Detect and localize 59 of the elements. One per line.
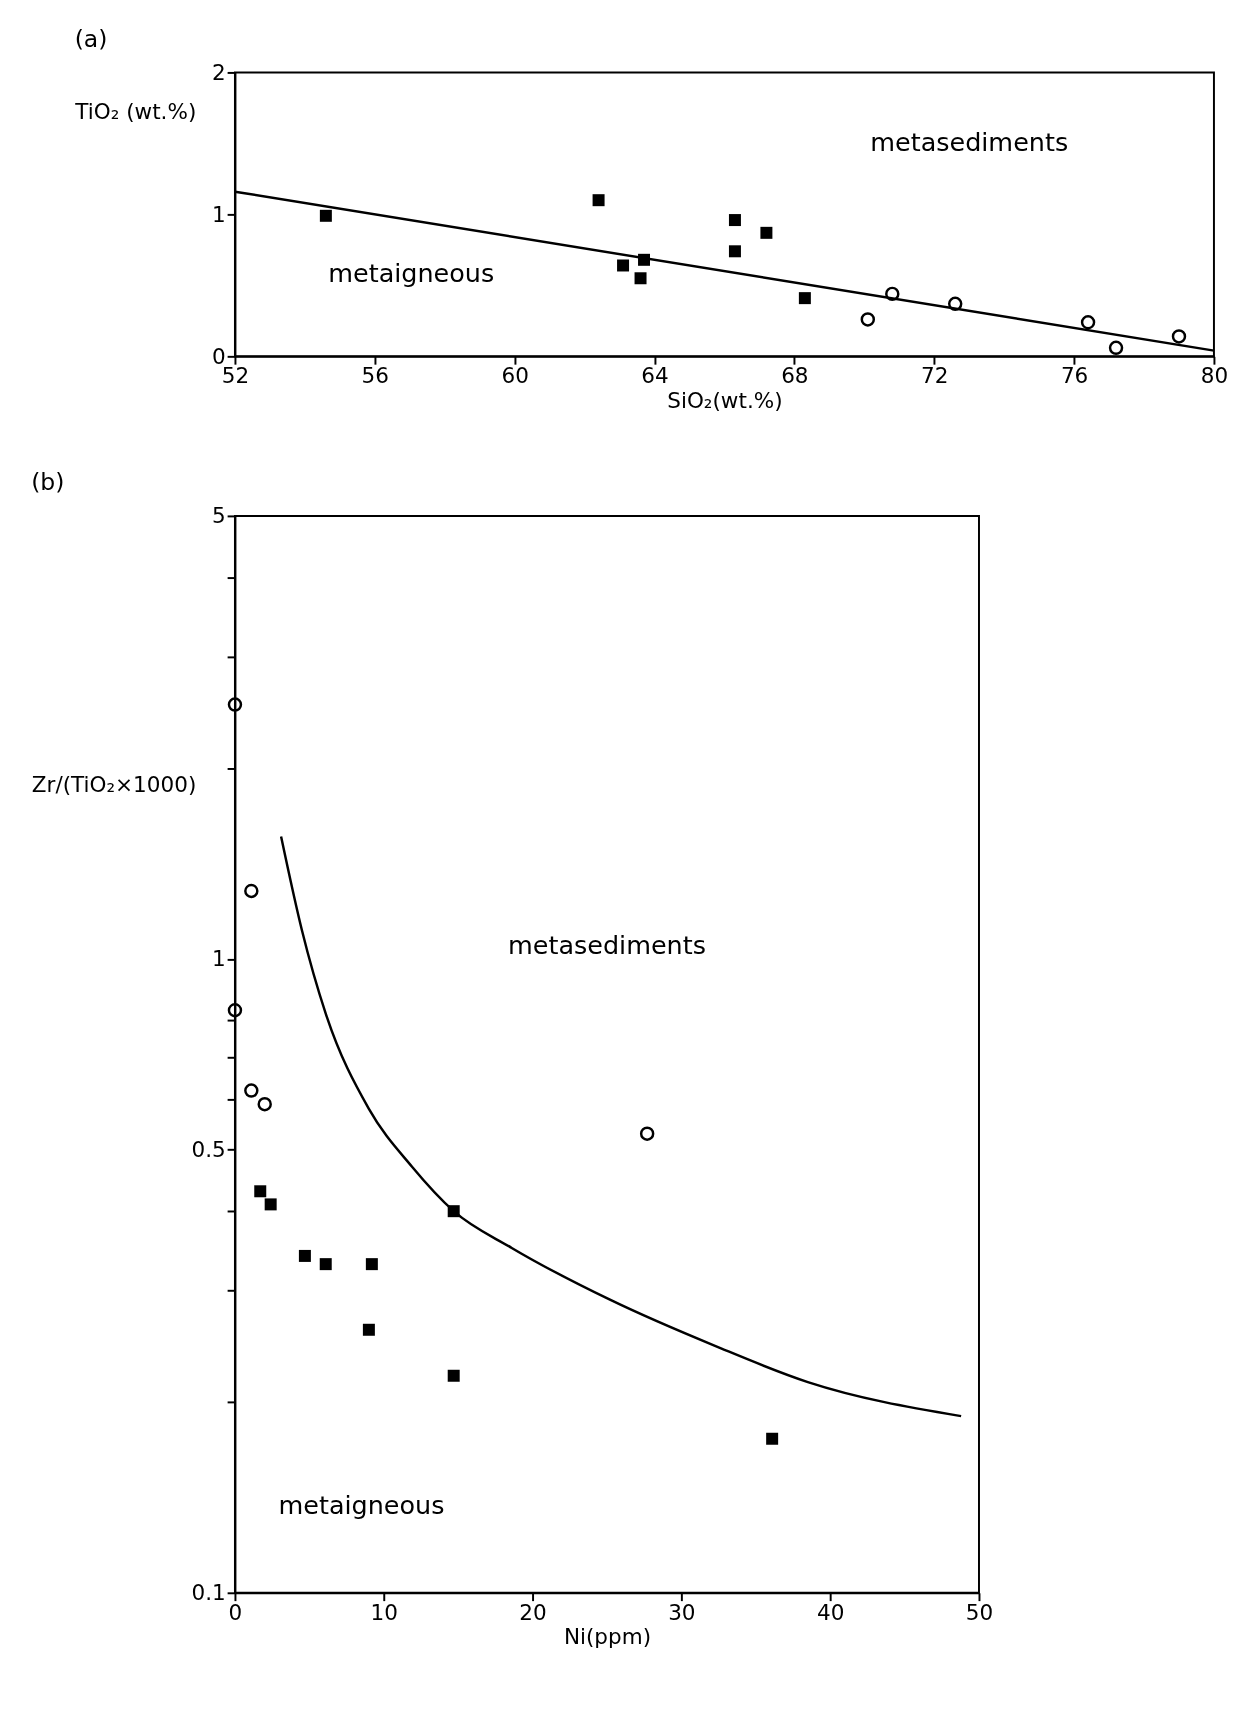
- y-tick-label: 1: [211, 201, 226, 227]
- point: [365, 1258, 378, 1271]
- point: [254, 1185, 267, 1198]
- point: [319, 209, 332, 222]
- x-tick-label: 56: [361, 363, 389, 389]
- x-tick-label: 64: [641, 363, 669, 389]
- point: [227, 697, 243, 712]
- point: [298, 1249, 311, 1262]
- y-tick-label: 2: [211, 59, 226, 85]
- point: [798, 292, 811, 305]
- point: [728, 245, 741, 258]
- annotation: metaigneous: [278, 1490, 445, 1521]
- point: [592, 194, 605, 207]
- x-tick-label: 10: [370, 1599, 398, 1625]
- y-tick-label: 0.1: [191, 1580, 226, 1606]
- x-tick-label: 52: [221, 363, 250, 389]
- annotation: metaigneous: [328, 257, 495, 288]
- x-tick-label: 80: [1200, 363, 1229, 389]
- y-tick-label: 1: [211, 946, 226, 972]
- x-tick-label: 72: [921, 363, 949, 389]
- point: [319, 1258, 332, 1271]
- point: [617, 259, 630, 272]
- y-axis-title: Zr/(TiO₂×1000): [31, 772, 197, 798]
- x-axis-title: SiO₂(wt.%): [667, 387, 783, 413]
- x-tick-label: 20: [519, 1599, 547, 1625]
- point: [447, 1369, 460, 1382]
- point: [947, 296, 963, 312]
- point: [1108, 340, 1124, 356]
- x-tick-label: 0: [228, 1599, 243, 1625]
- y-axis-title: TiO₂ (wt.%): [74, 98, 197, 124]
- point: [634, 272, 647, 285]
- annotation: metasediments: [870, 127, 1069, 158]
- point: [760, 226, 773, 239]
- point: [860, 312, 876, 327]
- point: [1171, 329, 1187, 344]
- point: [728, 214, 741, 227]
- x-tick-label: 30: [668, 1599, 696, 1625]
- point: [1080, 315, 1096, 330]
- x-axis-title: Ni(ppm): [563, 1624, 652, 1650]
- chart-title: (a): [74, 24, 108, 53]
- x-tick-label: 60: [501, 363, 529, 389]
- point: [885, 286, 900, 302]
- x-tick-label: 76: [1060, 363, 1089, 389]
- x-tick-label: 50: [965, 1599, 994, 1625]
- point: [227, 1003, 243, 1018]
- annotation: metasediments: [508, 930, 706, 961]
- y-tick-label: 0.5: [191, 1137, 226, 1163]
- chart-title: (b): [31, 468, 65, 497]
- point: [244, 1083, 259, 1098]
- y-tick-label: 5: [211, 503, 226, 529]
- point: [766, 1432, 779, 1445]
- x-tick-label: 68: [781, 363, 809, 389]
- line-series: [279, 835, 963, 1418]
- point: [257, 1096, 272, 1112]
- point: [244, 883, 259, 899]
- x-tick-label: 40: [816, 1599, 845, 1625]
- point: [639, 1126, 655, 1141]
- point: [362, 1323, 375, 1336]
- point: [264, 1198, 277, 1211]
